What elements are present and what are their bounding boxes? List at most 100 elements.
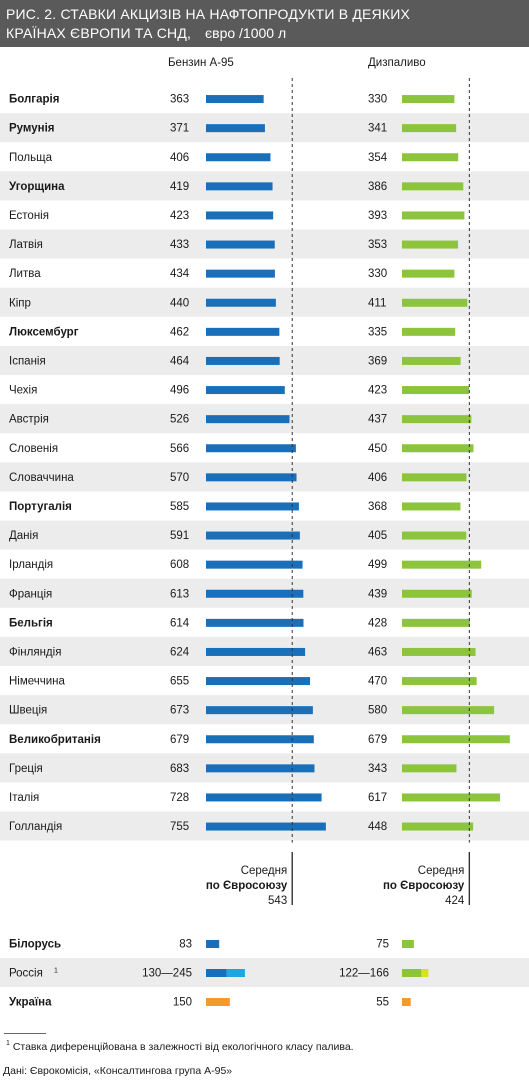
country-label: Кіпр [9, 297, 31, 309]
diesel-value-label: 463 [368, 646, 387, 658]
country-label: Іспанія [9, 355, 46, 367]
cis-diesel-value-label: 55 [376, 997, 389, 1009]
diesel-bar [402, 531, 467, 540]
diesel-value-label: 580 [368, 705, 387, 717]
diesel-value-label: 450 [368, 443, 387, 455]
petrol-bar [206, 502, 299, 511]
footnote-mark: 1 [6, 1040, 10, 1047]
diesel-bar [402, 793, 500, 802]
chart-title-line1: РИС. 2. СТАВКИ АКЦИЗІВ НА НАФТОПРОДУКТИ … [6, 6, 411, 22]
petrol-bar [206, 124, 265, 133]
petrol-bar [206, 764, 315, 773]
petrol-bar [206, 560, 303, 569]
diesel-value-label: 386 [368, 181, 387, 193]
petrol-bar [206, 706, 313, 715]
diesel-bar [402, 473, 467, 482]
petrol-bar [206, 677, 311, 686]
petrol-value-label: 462 [170, 326, 189, 338]
petrol-bar [206, 444, 296, 453]
cis-petrol-bar [206, 940, 220, 948]
petrol-value-label: 419 [170, 181, 189, 193]
cis-country-label: Україна [9, 997, 52, 1009]
diesel-bar [402, 618, 470, 627]
country-label: Швеція [9, 705, 47, 717]
country-label: Естонія [9, 210, 49, 222]
petrol-value-label: 608 [170, 559, 189, 571]
chart-title-line2: КРАЇНАХ ЄВРОПИ ТА СНД, [6, 25, 192, 41]
diesel-value-label: 499 [368, 559, 387, 571]
cis-country-label: Білорусь [9, 939, 61, 951]
diesel-average-value: 424 [445, 895, 465, 907]
petrol-bar [206, 211, 274, 220]
country-label: Голландія [9, 821, 62, 833]
petrol-bar [206, 589, 304, 598]
petrol-value-label: 406 [170, 152, 189, 164]
petrol-bar [206, 153, 271, 162]
petrol-value-label: 440 [170, 297, 189, 309]
petrol-bar [206, 647, 306, 656]
diesel-bar [402, 182, 464, 191]
petrol-value-label: 570 [170, 472, 189, 484]
petrol-bar [206, 327, 280, 336]
petrol-value-label: 434 [170, 268, 190, 280]
diesel-value-label: 406 [368, 472, 387, 484]
country-label: Греція [9, 763, 43, 775]
diesel-value-label: 423 [368, 385, 387, 397]
diesel-bar [402, 327, 456, 336]
diesel-bar [402, 124, 457, 133]
petrol-value-label: 526 [170, 414, 189, 426]
country-label: Португалія [9, 501, 72, 513]
diesel-bar [402, 502, 461, 511]
country-label: Великобританія [9, 734, 101, 746]
petrol-value-label: 363 [170, 94, 189, 106]
diesel-value-label: 617 [368, 792, 387, 804]
footnote-text: Ставка диференційована в залежності від … [9, 1041, 354, 1053]
diesel-value-label: 428 [368, 617, 387, 629]
diesel-bar [402, 95, 455, 104]
diesel-bar [402, 269, 455, 278]
cis-diesel-bar [402, 969, 422, 977]
diesel-value-label: 341 [368, 123, 387, 135]
petrol-bar [206, 531, 300, 540]
diesel-value-label: 330 [368, 94, 387, 106]
country-label: Фінляндія [9, 646, 61, 658]
country-label: Польща [9, 152, 53, 164]
petrol-bar [206, 822, 326, 831]
diesel-value-label: 369 [368, 355, 387, 367]
country-label: Румунія [9, 123, 55, 135]
row-stripe [0, 958, 529, 987]
diesel-value-label: 343 [368, 763, 387, 775]
footnote: 1 Ставка диференційована в залежності ві… [6, 1040, 354, 1053]
cis-diesel-bar [402, 940, 414, 948]
petrol-bar [206, 240, 275, 249]
petrol-value-label: 728 [170, 792, 189, 804]
country-label: Італія [9, 792, 39, 804]
cis-country-label: Россія [9, 968, 43, 980]
diesel-value-label: 335 [368, 326, 387, 338]
diesel-bar [402, 211, 465, 220]
petrol-bar [206, 415, 290, 424]
petrol-average-label: Середня [241, 865, 288, 877]
petrol-bar [206, 95, 264, 104]
diesel-bar [402, 240, 459, 249]
diesel-bar [402, 589, 472, 598]
diesel-bar [402, 735, 510, 744]
diesel-value-label: 354 [368, 152, 388, 164]
petrol-bar [206, 735, 314, 744]
source-note: Дані: Єврокомісія, «Консалтингова група … [3, 1065, 233, 1077]
country-label: Австрія [9, 414, 49, 426]
diesel-average-label: Середня [418, 865, 465, 877]
diesel-bar [402, 444, 474, 453]
chart-header: РИС. 2. СТАВКИ АКЦИЗІВ НА НАФТОПРОДУКТИ … [0, 0, 529, 47]
diesel-average-label: по Євросоюзу [383, 880, 465, 892]
cis-petrol-value-label: 83 [179, 939, 192, 951]
footnote-mark: 1 [54, 968, 58, 975]
diesel-bar [402, 647, 476, 656]
country-label: Франція [9, 588, 52, 600]
cis-diesel-bar [402, 998, 411, 1006]
petrol-value-label: 673 [170, 705, 189, 717]
country-label: Бельгія [9, 617, 53, 629]
diesel-value-label: 353 [368, 239, 387, 251]
petrol-bar [206, 618, 304, 627]
